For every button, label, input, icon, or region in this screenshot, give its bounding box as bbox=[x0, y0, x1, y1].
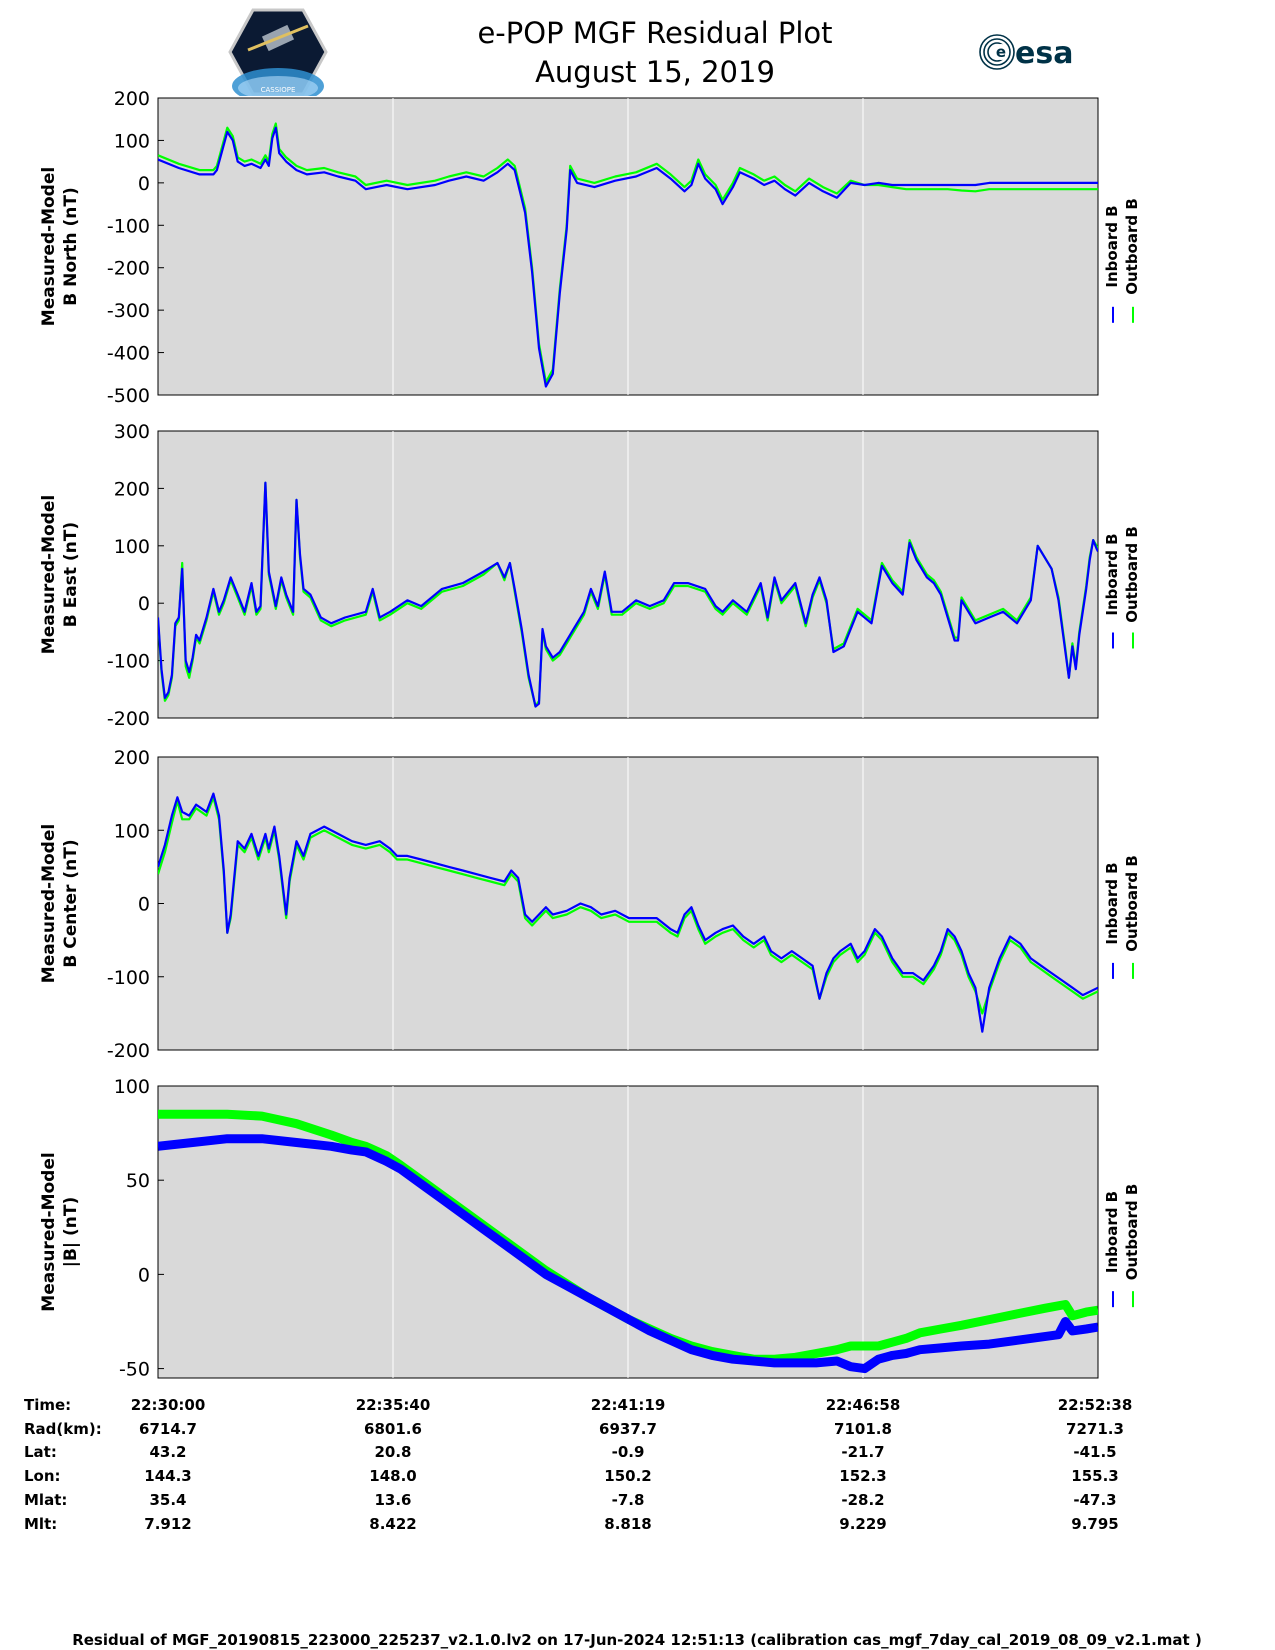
page-title: e-POP MGF Residual Plot bbox=[477, 16, 832, 50]
ephemeris-value: 13.6 bbox=[374, 1491, 411, 1509]
y-tick-label: 100 bbox=[114, 536, 150, 558]
esa-logo-text: esa bbox=[1015, 36, 1073, 71]
y-axis-label-north: Measured-Model B North (nT) bbox=[39, 167, 81, 326]
legend-inboard-label: Inboard B bbox=[1103, 533, 1121, 615]
series-line-inboard-b bbox=[158, 792, 1098, 1033]
legend-center: Inboard B Outboard B bbox=[1103, 855, 1141, 979]
y-tick-label: 0 bbox=[138, 173, 150, 195]
series-line-outboard-b bbox=[158, 122, 1098, 384]
ephemeris-value: -0.9 bbox=[612, 1443, 645, 1461]
legend-outboard-label: Outboard B bbox=[1123, 198, 1141, 295]
ephemeris-value: 6937.7 bbox=[599, 1420, 657, 1438]
y-tick-label: -100 bbox=[107, 967, 150, 989]
esa-logo: e esa bbox=[979, 34, 1073, 71]
ephemeris-value: 22:30:00 bbox=[131, 1396, 206, 1414]
svg-text:e: e bbox=[996, 43, 1006, 61]
legend-outboard-label: Outboard B bbox=[1123, 526, 1141, 623]
y-tick-label: -200 bbox=[107, 258, 150, 280]
y-tick-label: -300 bbox=[107, 300, 150, 322]
y-axis-label-center: Measured-Model B Center (nT) bbox=[39, 824, 81, 983]
panel-center: 200 100 0 -100 -200 Measured-Model B Center (n… bbox=[39, 747, 1141, 1062]
panels: 2001000-100-200-300-400-500Measured-Mode… bbox=[39, 88, 1141, 1381]
y-tick-label: 300 bbox=[114, 421, 150, 443]
y-tick-label: -500 bbox=[107, 385, 150, 407]
cassiope-logo: CASSIOPE bbox=[228, 8, 328, 96]
ephemeris-value: 8.818 bbox=[604, 1515, 651, 1533]
y-axis-label-east: Measured-Model B East (nT) bbox=[39, 495, 81, 654]
y-tick-label: 200 bbox=[114, 88, 150, 110]
ephemeris-value: 7.912 bbox=[144, 1515, 191, 1533]
ephemeris-value: 150.2 bbox=[604, 1467, 651, 1485]
series-line-inboard-b bbox=[158, 126, 1098, 388]
y-tick-label: -100 bbox=[107, 651, 150, 673]
ephemeris-value: 152.3 bbox=[839, 1467, 886, 1485]
ephemeris-value: 155.3 bbox=[1071, 1467, 1118, 1485]
panel-east: 300 200 100 0 -100 -200 Measured-Model B East (… bbox=[39, 421, 1141, 730]
cassiope-logo-text: CASSIOPE bbox=[261, 86, 296, 94]
y-tick-label: 100 bbox=[114, 1076, 150, 1098]
ephemeris-value: 43.2 bbox=[149, 1443, 186, 1461]
ephemeris-value: 9.795 bbox=[1071, 1515, 1118, 1533]
y-tick-label: -400 bbox=[107, 343, 150, 365]
ephemeris-value: 20.8 bbox=[374, 1443, 411, 1461]
ephemeris-value: -47.3 bbox=[1073, 1491, 1116, 1509]
ephemeris-value: -41.5 bbox=[1073, 1443, 1116, 1461]
y-tick-label: 0 bbox=[138, 1264, 150, 1286]
y-tick-label: -200 bbox=[107, 708, 150, 730]
y-axis-label-total: Measured-Model |B| (nT) bbox=[39, 1152, 81, 1311]
ephemeris-row-label: Time: bbox=[24, 1396, 71, 1414]
ephemeris-value: 7271.3 bbox=[1066, 1420, 1124, 1438]
page-subtitle-date: August 15, 2019 bbox=[535, 55, 775, 89]
ephemeris-value: 148.0 bbox=[369, 1467, 416, 1485]
ephemeris-value: 22:35:40 bbox=[356, 1396, 431, 1414]
ephemeris-value: 22:46:58 bbox=[826, 1396, 901, 1414]
ephemeris-table: Time: Rad(km): Lat: Lon: Mlat: Mlt: 22:30:00 67… bbox=[24, 1396, 1132, 1533]
y-tick-label: 100 bbox=[114, 820, 150, 842]
footer-caption: Residual of MGF_20190815_223000_225237_v… bbox=[72, 1631, 1202, 1649]
ephemeris-value: -7.8 bbox=[612, 1491, 645, 1509]
ephemeris-value: 35.4 bbox=[149, 1491, 186, 1509]
ephemeris-value: 9.229 bbox=[839, 1515, 886, 1533]
ephemeris-row-label: Mlt: bbox=[24, 1515, 57, 1533]
ephemeris-value: 22:52:38 bbox=[1058, 1396, 1133, 1414]
legend-inboard-label: Inboard B bbox=[1103, 862, 1121, 944]
ephemeris-value: 22:41:19 bbox=[591, 1396, 666, 1414]
y-tick-label: -100 bbox=[107, 215, 150, 237]
ephemeris-row-label: Lon: bbox=[24, 1467, 61, 1485]
ephemeris-value: 7101.8 bbox=[834, 1420, 892, 1438]
ephemeris-value: -21.7 bbox=[841, 1443, 884, 1461]
ephemeris-value: 6714.7 bbox=[139, 1420, 197, 1438]
y-tick-label: 200 bbox=[114, 747, 150, 769]
series-line-inboard-b bbox=[158, 1134, 1098, 1374]
y-tick-label: -50 bbox=[119, 1359, 150, 1381]
panel-total: 100 50 0 -50 Measured-Model |B| (nT) Inboard B… bbox=[39, 1076, 1141, 1381]
y-tick-label: 0 bbox=[138, 593, 150, 615]
ephemeris-value: -28.2 bbox=[841, 1491, 884, 1509]
ephemeris-value: 6801.6 bbox=[364, 1420, 422, 1438]
ephemeris-row-label: Mlat: bbox=[24, 1491, 67, 1509]
legend-outboard-label: Outboard B bbox=[1123, 855, 1141, 952]
y-tick-label: 200 bbox=[114, 478, 150, 500]
legend-total: Inboard B Outboard B bbox=[1103, 1184, 1141, 1308]
legend-outboard-label: Outboard B bbox=[1123, 1184, 1141, 1281]
y-tick-label: 0 bbox=[138, 894, 150, 916]
legend-inboard-label: Inboard B bbox=[1103, 205, 1121, 287]
y-tick-label: -200 bbox=[107, 1040, 150, 1062]
legend-east: Inboard B Outboard B bbox=[1103, 526, 1141, 649]
legend-inboard-label: Inboard B bbox=[1103, 1191, 1121, 1273]
ephemeris-row-label: Lat: bbox=[24, 1443, 57, 1461]
y-tick-label: 100 bbox=[114, 130, 150, 152]
ephemeris-row-label: Rad(km): bbox=[24, 1420, 102, 1438]
y-tick-label: 50 bbox=[126, 1170, 150, 1192]
series-line-inboard-b bbox=[158, 481, 1098, 708]
panel-north: 200 100 0 -100 -200 -300 -400 -500 Measured-Mode… bbox=[39, 88, 1141, 407]
ephemeris-value: 144.3 bbox=[144, 1467, 191, 1485]
legend-north: Inboard B Outboard B bbox=[1103, 198, 1141, 323]
ephemeris-value: 8.422 bbox=[369, 1515, 416, 1533]
